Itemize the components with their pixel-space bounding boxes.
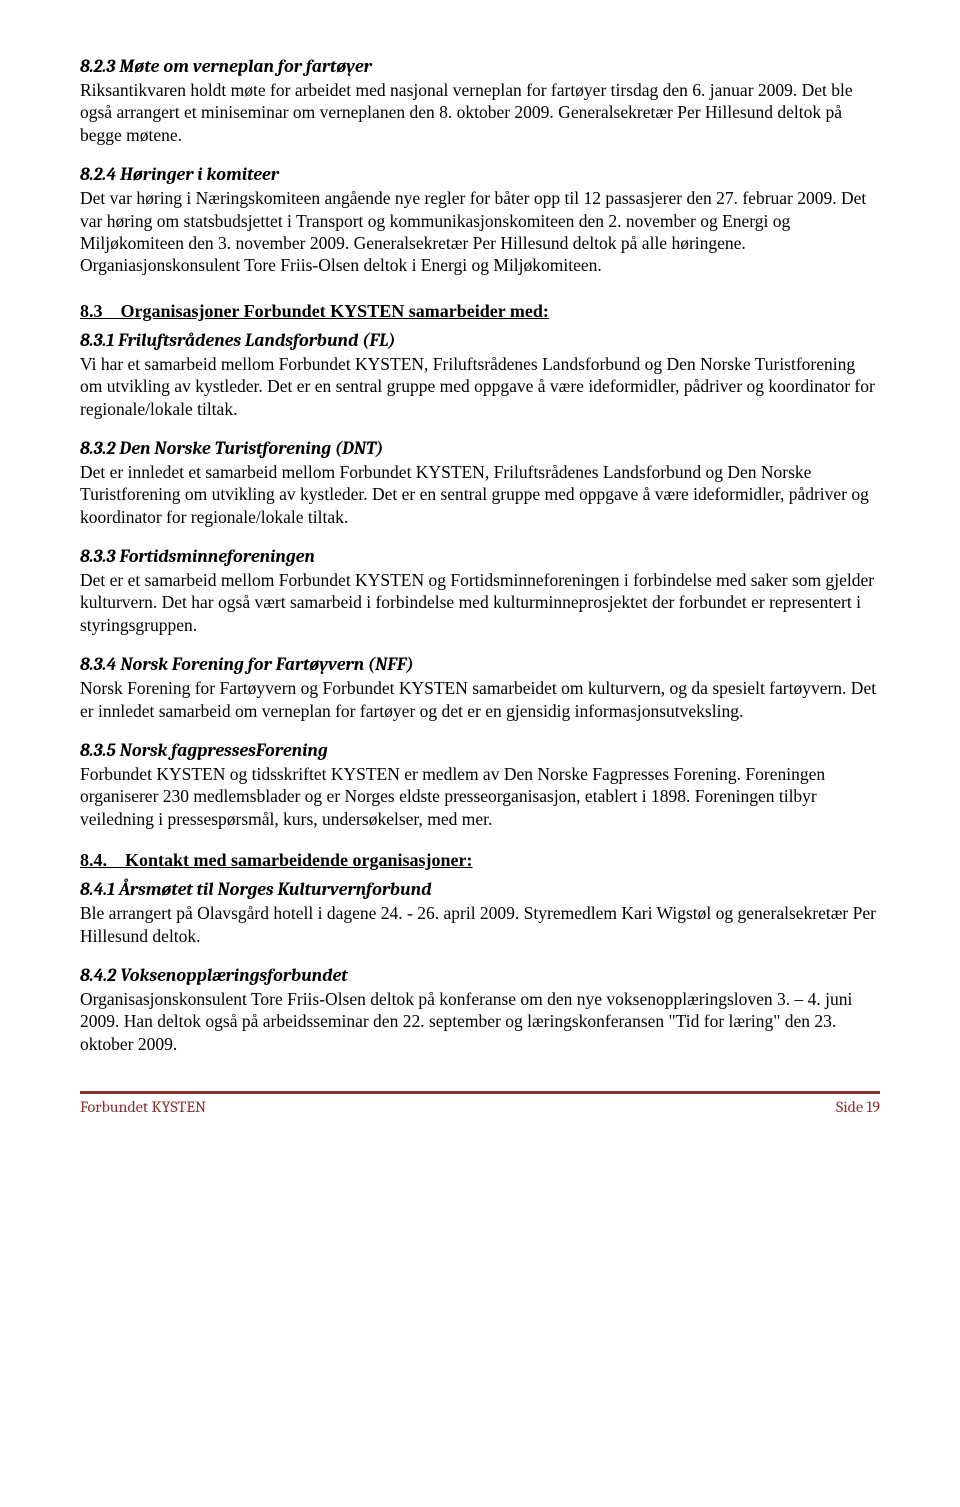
page-footer: Forbundet KYSTEN Side 19: [80, 1091, 880, 1116]
section-831-body: Vi har et samarbeid mellom Forbundet KYS…: [80, 353, 880, 420]
section-823-body: Riksantikvaren holdt møte for arbeidet m…: [80, 79, 880, 146]
section-842-title: 8.4.2 Voksenopplæringsforbundet: [80, 965, 880, 986]
section-835-body: Forbundet KYSTEN og tidsskriftet KYSTEN …: [80, 763, 880, 830]
section-824-title: 8.2.4 Høringer i komiteer: [80, 164, 880, 185]
section-831-title: 8.3.1 Friluftsrådenes Landsforbund (FL): [80, 330, 880, 351]
section-842-body: Organisasjonskonsulent Tore Friis-Olsen …: [80, 988, 880, 1055]
section-833-body: Det er et samarbeid mellom Forbundet KYS…: [80, 569, 880, 636]
section-832-title: 8.3.2 Den Norske Turistforening (DNT): [80, 438, 880, 459]
section-835-title: 8.3.5 Norsk fagpressesForening: [80, 740, 880, 761]
section-823-title: 8.2.3 Møte om verneplan for fartøyer: [80, 56, 880, 77]
footer-left: Forbundet KYSTEN: [80, 1098, 206, 1116]
section-834-title: 8.3.4 Norsk Forening for Fartøyvern (NFF…: [80, 654, 880, 675]
section-834-body: Norsk Forening for Fartøyvern og Forbund…: [80, 677, 880, 722]
footer-right: Side 19: [836, 1098, 880, 1116]
section-83-heading: 8.3 Organisasjoner Forbundet KYSTEN sama…: [80, 301, 880, 322]
document-page: 8.2.3 Møte om verneplan for fartøyer Rik…: [0, 0, 960, 1140]
section-833-title: 8.3.3 Fortidsminneforeningen: [80, 546, 880, 567]
section-824-body: Det var høring i Næringskomiteen angåend…: [80, 187, 880, 277]
section-84-heading: 8.4. Kontakt med samarbeidende organisas…: [80, 850, 880, 871]
section-832-body: Det er innledet et samarbeid mellom Forb…: [80, 461, 880, 528]
section-841-title: 8.4.1 Årsmøtet til Norges Kulturvernforb…: [80, 879, 880, 900]
section-841-body: Ble arrangert på Olavsgård hotell i dage…: [80, 902, 880, 947]
